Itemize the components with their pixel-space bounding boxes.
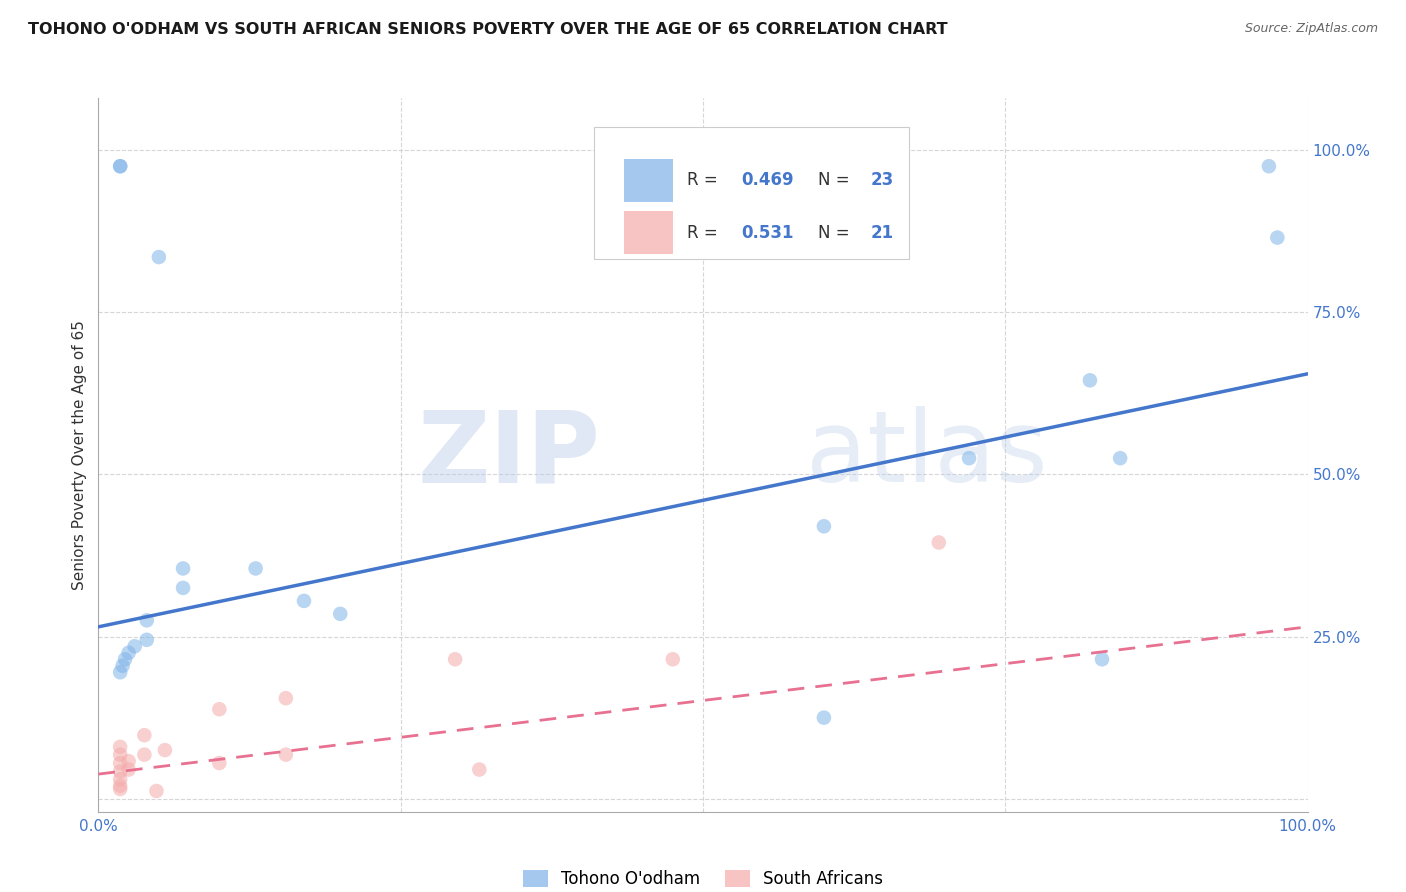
Point	[1078, 373, 1101, 387]
Point	[108, 159, 131, 173]
Text: 0.469: 0.469	[742, 171, 794, 189]
Point	[1091, 652, 1114, 666]
Point	[444, 652, 467, 666]
Point	[1257, 159, 1279, 173]
Point	[274, 747, 297, 762]
Point	[108, 665, 131, 680]
Text: R =: R =	[688, 171, 723, 189]
Point	[153, 743, 176, 757]
Text: TOHONO O'ODHAM VS SOUTH AFRICAN SENIORS POVERTY OVER THE AGE OF 65 CORRELATION C: TOHONO O'ODHAM VS SOUTH AFRICAN SENIORS …	[28, 22, 948, 37]
Point	[135, 632, 157, 647]
Point	[108, 782, 131, 797]
Point	[108, 747, 131, 762]
Point	[172, 561, 194, 575]
Point	[118, 754, 141, 768]
Point	[957, 451, 980, 466]
Text: N =: N =	[818, 171, 855, 189]
Point	[813, 711, 835, 725]
Point	[292, 594, 315, 608]
Point	[145, 784, 167, 798]
Point	[148, 250, 170, 264]
Point	[208, 756, 231, 770]
Legend: Tohono O'odham, South Africans: Tohono O'odham, South Africans	[516, 863, 890, 892]
Point	[134, 747, 156, 762]
Point	[108, 756, 131, 770]
Point	[108, 159, 131, 173]
Point	[108, 772, 131, 787]
Text: ZIP: ZIP	[418, 407, 600, 503]
Text: 23: 23	[872, 171, 894, 189]
Text: atlas: atlas	[806, 407, 1047, 503]
Text: N =: N =	[818, 224, 855, 242]
Point	[114, 652, 136, 666]
Point	[928, 535, 950, 549]
Text: Source: ZipAtlas.com: Source: ZipAtlas.com	[1244, 22, 1378, 36]
Point	[208, 702, 231, 716]
Point	[108, 779, 131, 793]
Text: 21: 21	[872, 224, 894, 242]
Point	[124, 640, 146, 654]
FancyBboxPatch shape	[595, 127, 908, 259]
Point	[118, 763, 141, 777]
Point	[813, 519, 835, 533]
Point	[245, 561, 267, 575]
FancyBboxPatch shape	[624, 159, 673, 202]
Point	[135, 613, 157, 627]
Text: R =: R =	[688, 224, 723, 242]
Point	[108, 764, 131, 779]
Point	[118, 646, 141, 660]
FancyBboxPatch shape	[624, 211, 673, 254]
Point	[111, 658, 134, 673]
Text: 0.531: 0.531	[742, 224, 794, 242]
Point	[662, 652, 685, 666]
Point	[274, 691, 297, 706]
Point	[172, 581, 194, 595]
Point	[108, 739, 131, 754]
Point	[1109, 451, 1132, 466]
Y-axis label: Seniors Poverty Over the Age of 65: Seniors Poverty Over the Age of 65	[72, 320, 87, 590]
Point	[1267, 230, 1289, 244]
Point	[329, 607, 352, 621]
Point	[134, 728, 156, 742]
Point	[468, 763, 491, 777]
